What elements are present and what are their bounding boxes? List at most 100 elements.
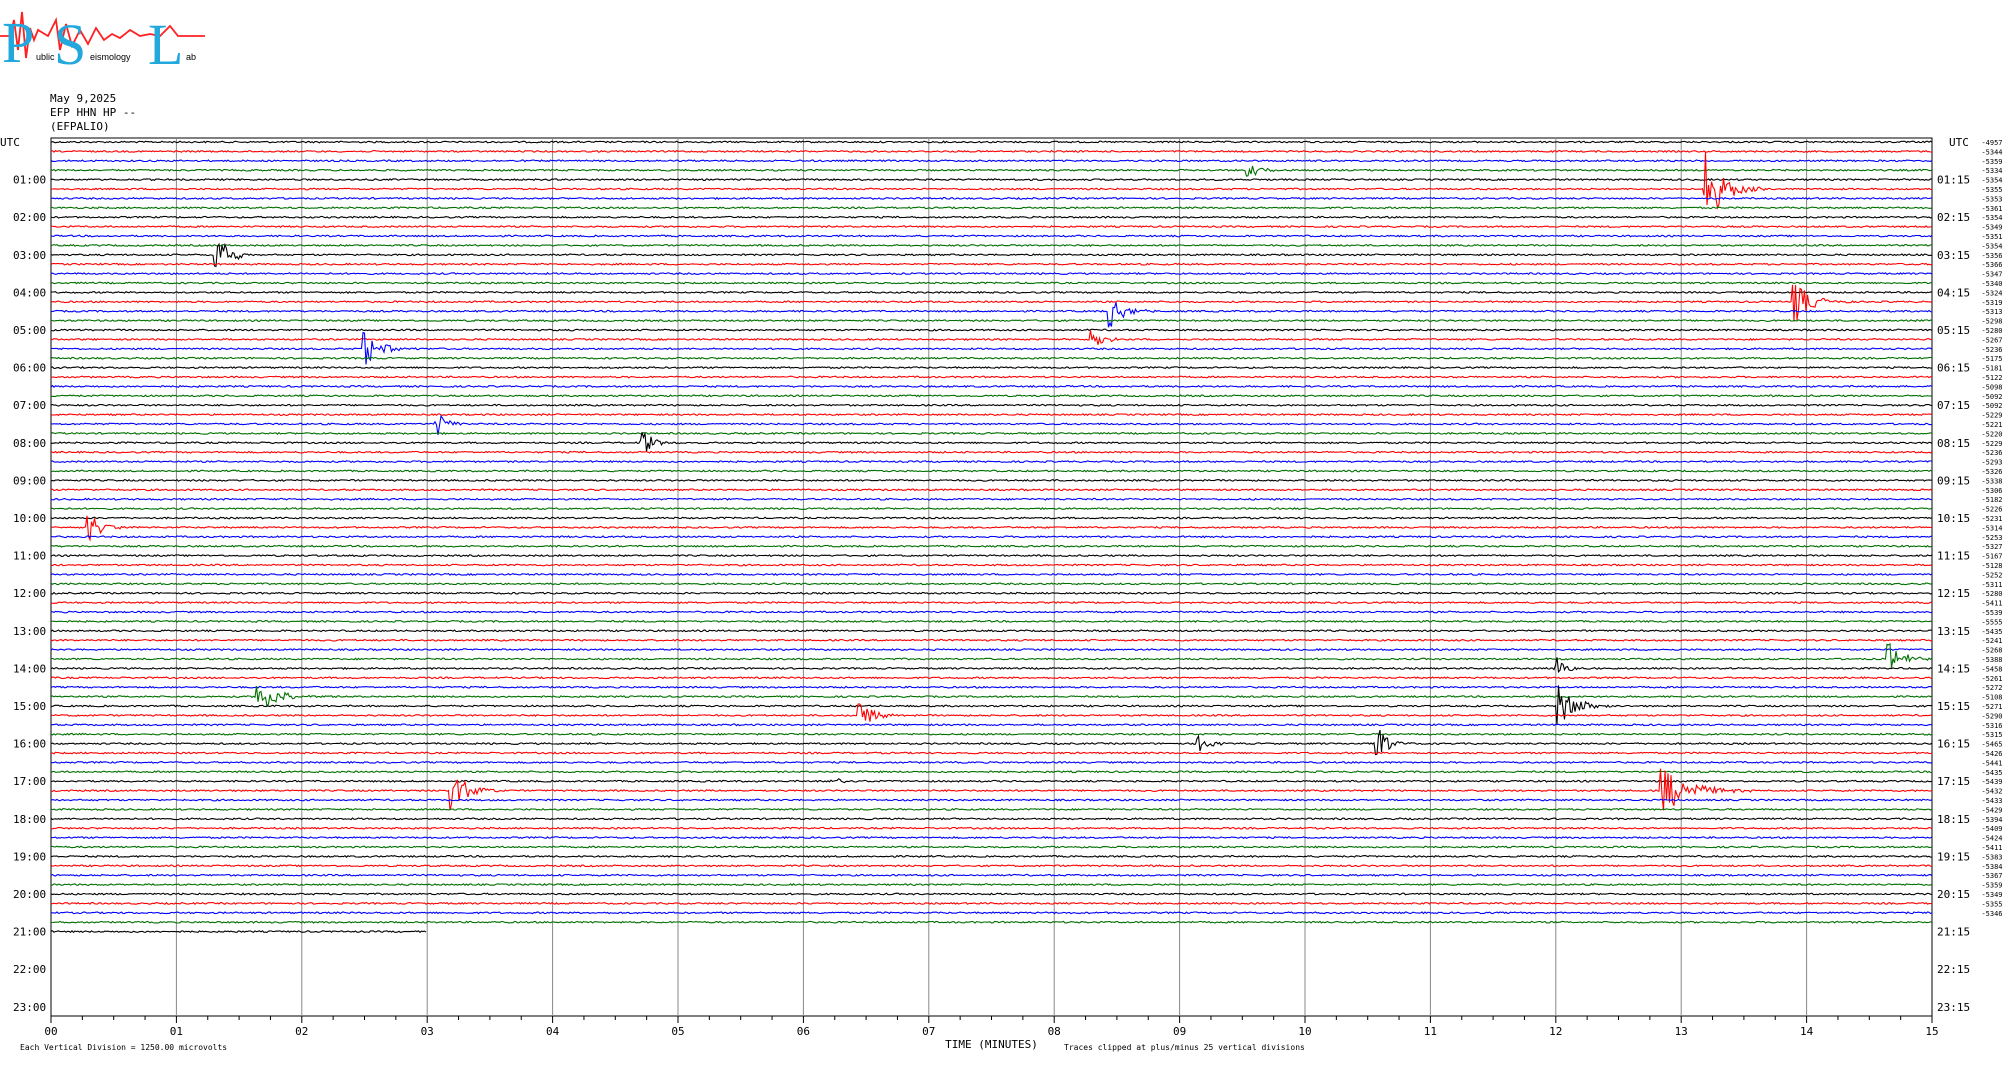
seismic-trace: [50, 685, 1933, 725]
seismic-trace: [50, 206, 1933, 210]
trace-offset-label: -5435: [1981, 628, 2002, 636]
trace-offset-label: -5182: [1981, 496, 2002, 504]
x-tick-label: 03: [421, 1025, 434, 1038]
seismic-trace: [50, 178, 1933, 182]
x-tick-label: 04: [546, 1025, 560, 1038]
logo-word-seismology: eismology: [90, 52, 131, 62]
seismic-trace: [50, 760, 1933, 765]
seismic-trace: [50, 271, 1933, 276]
trace-offset-label: -5181: [1981, 365, 2002, 373]
right-hour-label: 20:15: [1937, 888, 1970, 901]
seismic-trace: [50, 554, 1933, 558]
left-hour-label: 18:00: [13, 813, 46, 826]
seismic-trace: [50, 751, 1933, 755]
right-hour-label: 05:15: [1937, 324, 1970, 337]
left-hour-label: 03:00: [13, 249, 46, 262]
seismic-trace: [51, 497, 1933, 501]
logo-letter-l: L: [148, 12, 183, 72]
trace-offset-label: -5231: [1981, 515, 2002, 523]
x-tick-label: 02: [295, 1025, 308, 1038]
channel-label: EFP HHN HP --: [50, 106, 137, 119]
trace-offset-label: -5361: [1981, 205, 2002, 213]
seismic-trace: [50, 384, 1933, 388]
trace-offset-label: -5315: [1981, 731, 2002, 739]
seismic-trace: [50, 450, 1933, 454]
seismic-trace: [50, 676, 1933, 680]
trace-offset-label: -5539: [1981, 609, 2002, 617]
trace-offset-label: -5098: [1981, 383, 2002, 391]
seismic-trace: [50, 281, 1933, 285]
trace-offset-label: -5555: [1981, 618, 2002, 626]
trace-offset-label: -5290: [1981, 712, 2002, 720]
trace-offset-label: -5280: [1981, 327, 2002, 335]
trace-offset-label: -5354: [1981, 177, 2002, 185]
seismic-trace: [51, 845, 1933, 849]
trace-offset-label: -5388: [1981, 656, 2002, 664]
seismic-trace: [50, 302, 1933, 328]
right-hour-label: 09:15: [1937, 474, 1970, 487]
x-tick-label: 10: [1298, 1025, 1311, 1038]
trace-offset-label: -5349: [1981, 224, 2002, 232]
trace-offset-label: -5334: [1981, 167, 2002, 175]
seismic-trace: [50, 460, 1933, 464]
left-hour-label: 14:00: [13, 662, 46, 675]
right-hour-label: 17:15: [1937, 775, 1970, 788]
trace-offset-label: -5340: [1981, 280, 2002, 288]
right-hour-label: 21:15: [1937, 926, 1970, 939]
trace-offset-label: -5229: [1981, 440, 2002, 448]
trace-offset-label: -5128: [1981, 562, 2002, 570]
trace-offset-label: -5108: [1981, 694, 2002, 702]
seismic-trace: [50, 826, 1933, 830]
trace-offset-label: -5355: [1981, 900, 2002, 908]
trace-offset-label: -5465: [1981, 741, 2002, 749]
seismic-trace: [50, 572, 1933, 576]
seismic-trace: [50, 798, 1933, 802]
trace-offset-label: -5384: [1981, 863, 2002, 871]
x-tick-label: 13: [1675, 1025, 1688, 1038]
seismic-trace: [50, 243, 1932, 247]
seismic-trace: [50, 262, 1933, 266]
left-hour-label: 17:00: [13, 775, 46, 788]
seismic-trace: [50, 770, 1932, 774]
seismic-trace: [50, 331, 1933, 365]
seismic-trace: [51, 619, 1933, 623]
trace-offset-label: -5366: [1981, 261, 2002, 269]
seismic-trace: [50, 930, 427, 934]
seismic-trace: [50, 768, 1933, 811]
left-hour-label: 16:00: [13, 738, 46, 751]
seismic-trace: [50, 328, 1933, 332]
seismic-trace: [51, 911, 1933, 915]
trace-offset-label: -5252: [1981, 571, 2002, 579]
trace-offset-label: -5433: [1981, 797, 2002, 805]
right-hour-label: 13:15: [1937, 625, 1970, 638]
x-axis-label: TIME (MINUTES): [945, 1038, 1038, 1051]
trace-offset-label: -5316: [1981, 722, 2002, 730]
trace-offset-label: -5220: [1981, 430, 2002, 438]
right-hour-label: 19:15: [1937, 850, 1970, 863]
seismic-trace: [50, 394, 1933, 398]
seismic-trace: [50, 330, 1933, 345]
seismic-trace: [50, 864, 1932, 868]
trace-offset-label: -5092: [1981, 402, 2002, 410]
trace-offset-label: -5435: [1981, 769, 2002, 777]
trace-offset-label: -5346: [1981, 910, 2002, 918]
trace-offset-label: -5327: [1981, 543, 2002, 551]
x-tick-label: 14: [1800, 1025, 1814, 1038]
seismic-trace: [50, 215, 1933, 219]
left-axis-label: UTC: [0, 136, 20, 149]
x-tick-label: 15: [1925, 1025, 1938, 1038]
seismic-trace: [50, 515, 1933, 542]
seismic-trace: [50, 431, 1933, 435]
logo-word-public: ublic: [36, 52, 55, 62]
seismic-trace: [50, 892, 1933, 896]
seismic-trace: [50, 478, 1932, 482]
trace-offset-label: -5383: [1981, 853, 2002, 861]
scale-note: Each Vertical Division = 1250.00 microvo…: [20, 1043, 227, 1052]
right-hour-label: 07:15: [1937, 399, 1970, 412]
trace-offset-label: -5359: [1981, 882, 2002, 890]
left-hour-label: 19:00: [13, 850, 46, 863]
x-tick-label: 12: [1549, 1025, 1562, 1038]
trace-offset-label: -5261: [1981, 675, 2002, 683]
trace-offset-label: -5426: [1981, 750, 2002, 758]
trace-offset-label: -5432: [1981, 788, 2002, 796]
